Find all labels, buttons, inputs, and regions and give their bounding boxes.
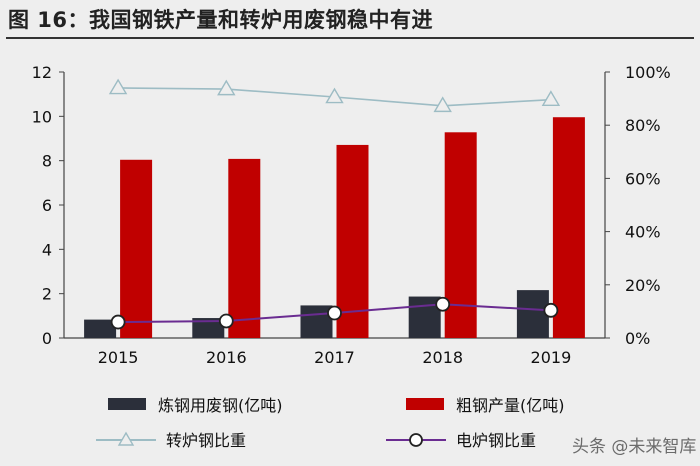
y-right-tick-label: 60% — [625, 169, 661, 188]
chart-legend: 炼钢用废钢(亿吨) 粗钢产量(亿吨) 转炉钢比重 电炉钢比重 — [96, 396, 565, 450]
legend-marker-2 — [117, 431, 135, 446]
bar-scrap-2015 — [84, 319, 117, 338]
line-marks — [108, 78, 561, 330]
point-bof-2017 — [325, 87, 344, 104]
legend-swatch-0 — [108, 398, 146, 410]
y-right-tick-label: 20% — [625, 276, 661, 295]
legend-label-3: 电炉钢比重 — [456, 431, 536, 450]
point-bof-2015 — [108, 78, 128, 95]
legend-marker-3 — [409, 433, 423, 447]
y-left-tick-label: 12 — [32, 63, 52, 82]
legend-label-0: 炼钢用废钢(亿吨) — [158, 396, 283, 415]
page-title: 图 16：我国钢铁产量和转炉用废钢稳中有进 — [8, 8, 434, 32]
y-left-tick-label: 0 — [42, 329, 52, 348]
bar-crude-2015 — [120, 159, 153, 338]
point-eaf-2016 — [218, 313, 234, 329]
bar-scrap-2019 — [516, 290, 549, 338]
legend-label-2: 转炉钢比重 — [166, 431, 246, 450]
y-left-tick-label: 8 — [42, 152, 52, 171]
y-right-tick-label: 100% — [625, 63, 671, 82]
title-divider — [6, 37, 694, 39]
y-left-tick-label: 2 — [42, 285, 52, 304]
point-bof-2019 — [541, 90, 561, 106]
x-tick-label: 2019 — [531, 348, 572, 367]
y-right-tick-label: 80% — [625, 116, 661, 135]
bar-crude-2016 — [228, 158, 261, 338]
bar-marks — [84, 117, 585, 338]
y-right-tick-label: 0% — [625, 329, 650, 348]
point-bof-2018 — [433, 96, 452, 113]
y-right-tick-label: 40% — [625, 223, 661, 242]
x-tick-label: 2015 — [98, 348, 139, 367]
y-left-tick-label: 4 — [42, 240, 52, 259]
bar-scrap-2016 — [192, 318, 225, 338]
chart-axes: 0 2 4 6 8 10 12 0% 20% 40% 60% 80% 100% 2015 2016 2017 2… — [32, 63, 671, 367]
x-tick-label: 2017 — [314, 348, 355, 367]
bar-scrap-2017 — [300, 305, 333, 338]
legend-label-1: 粗钢产量(亿吨) — [456, 396, 565, 415]
legend-swatch-1 — [406, 398, 444, 410]
x-tick-label: 2016 — [206, 348, 247, 367]
point-bof-2016 — [217, 79, 236, 96]
bar-crude-2017 — [336, 144, 369, 338]
y-left-tick-label: 6 — [42, 196, 52, 215]
x-tick-label: 2018 — [422, 348, 463, 367]
bar-crude-2019 — [552, 117, 585, 338]
point-eaf-2015 — [110, 314, 126, 330]
y-left-tick-label: 10 — [32, 107, 52, 126]
point-eaf-2018 — [435, 296, 451, 312]
bar-crude-2018 — [444, 132, 477, 338]
point-eaf-2017 — [327, 305, 342, 321]
watermark-text: 头条 @未来智库 — [572, 437, 696, 457]
point-eaf-2019 — [543, 302, 559, 318]
